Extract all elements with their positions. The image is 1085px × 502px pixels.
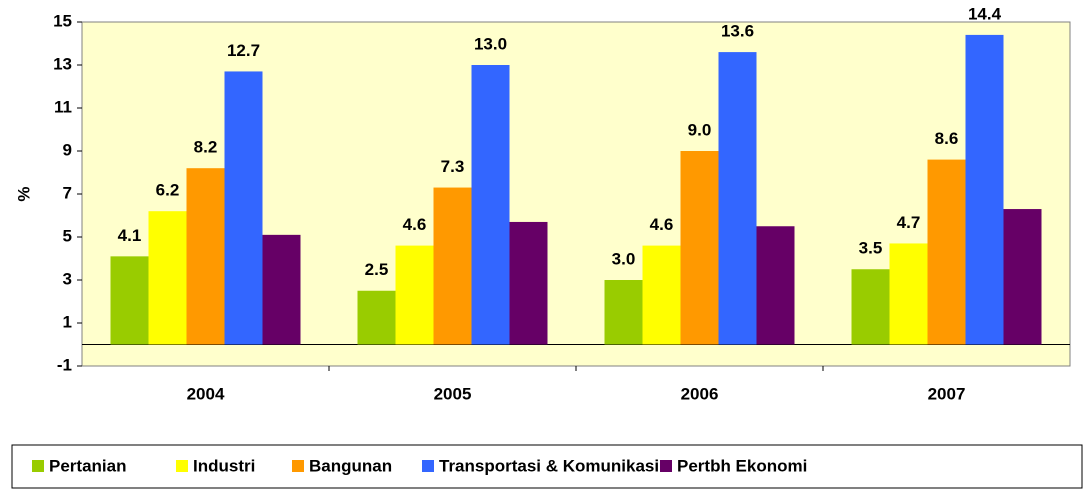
legend-label: Industri (193, 456, 255, 475)
legend-swatch (660, 460, 672, 472)
bar (965, 34, 1004, 345)
bar (1003, 209, 1042, 345)
legend-swatch (422, 460, 434, 472)
value-label: 14.4 (968, 4, 1002, 23)
x-tick-label: 2006 (681, 384, 719, 403)
bar (604, 280, 643, 345)
value-label: 8.6 (935, 129, 959, 148)
bar (224, 71, 263, 345)
legend-swatch (292, 460, 304, 472)
legend-label: Pertbh Ekonomi (677, 456, 807, 475)
bar (642, 245, 681, 345)
bar (509, 221, 548, 345)
y-tick-label: 3 (63, 269, 72, 288)
bar (262, 234, 301, 345)
value-label: 6.2 (156, 181, 180, 200)
legend-swatch (176, 460, 188, 472)
value-label: 4.1 (118, 226, 142, 245)
value-label: 8.2 (194, 138, 218, 157)
x-tick-label: 2005 (434, 384, 472, 403)
bar (851, 269, 890, 345)
value-label: 3.0 (612, 249, 636, 268)
bar (186, 168, 225, 345)
value-label: 4.6 (403, 215, 427, 234)
y-tick-label: 13 (53, 54, 72, 73)
y-tick-label: 5 (63, 226, 72, 245)
legend-swatch (32, 460, 44, 472)
y-axis-label: % (14, 186, 33, 201)
legend-label: Transportasi & Komunikasi (439, 456, 659, 475)
y-tick-label: 1 (63, 312, 72, 331)
value-label: 13.0 (474, 34, 507, 53)
bar (680, 151, 719, 345)
bar (148, 211, 187, 345)
value-label: 4.7 (897, 213, 921, 232)
y-tick-label: 7 (63, 183, 72, 202)
value-label: 12.7 (227, 41, 260, 60)
x-tick-label: 2007 (928, 384, 966, 403)
bar (357, 290, 396, 345)
value-label: 13.6 (721, 22, 754, 41)
value-label: 2.5 (365, 260, 389, 279)
value-label: 9.0 (688, 120, 712, 139)
bar (756, 226, 795, 345)
x-tick-label: 2004 (187, 384, 225, 403)
bar (433, 187, 472, 345)
bar (718, 52, 757, 345)
bar (927, 159, 966, 345)
value-label: 3.5 (859, 239, 883, 258)
y-tick-label: -1 (57, 355, 72, 374)
y-tick-label: 9 (63, 140, 72, 159)
bar (395, 245, 434, 345)
y-tick-label: 15 (53, 11, 72, 30)
legend-label: Bangunan (309, 456, 392, 475)
legend-label: Pertanian (49, 456, 126, 475)
y-tick-label: 11 (54, 97, 72, 116)
bar (471, 65, 510, 345)
value-label: 7.3 (441, 157, 465, 176)
legend-box (11, 444, 1083, 489)
bar (889, 243, 928, 345)
bar (110, 256, 149, 345)
value-label: 4.6 (650, 215, 674, 234)
